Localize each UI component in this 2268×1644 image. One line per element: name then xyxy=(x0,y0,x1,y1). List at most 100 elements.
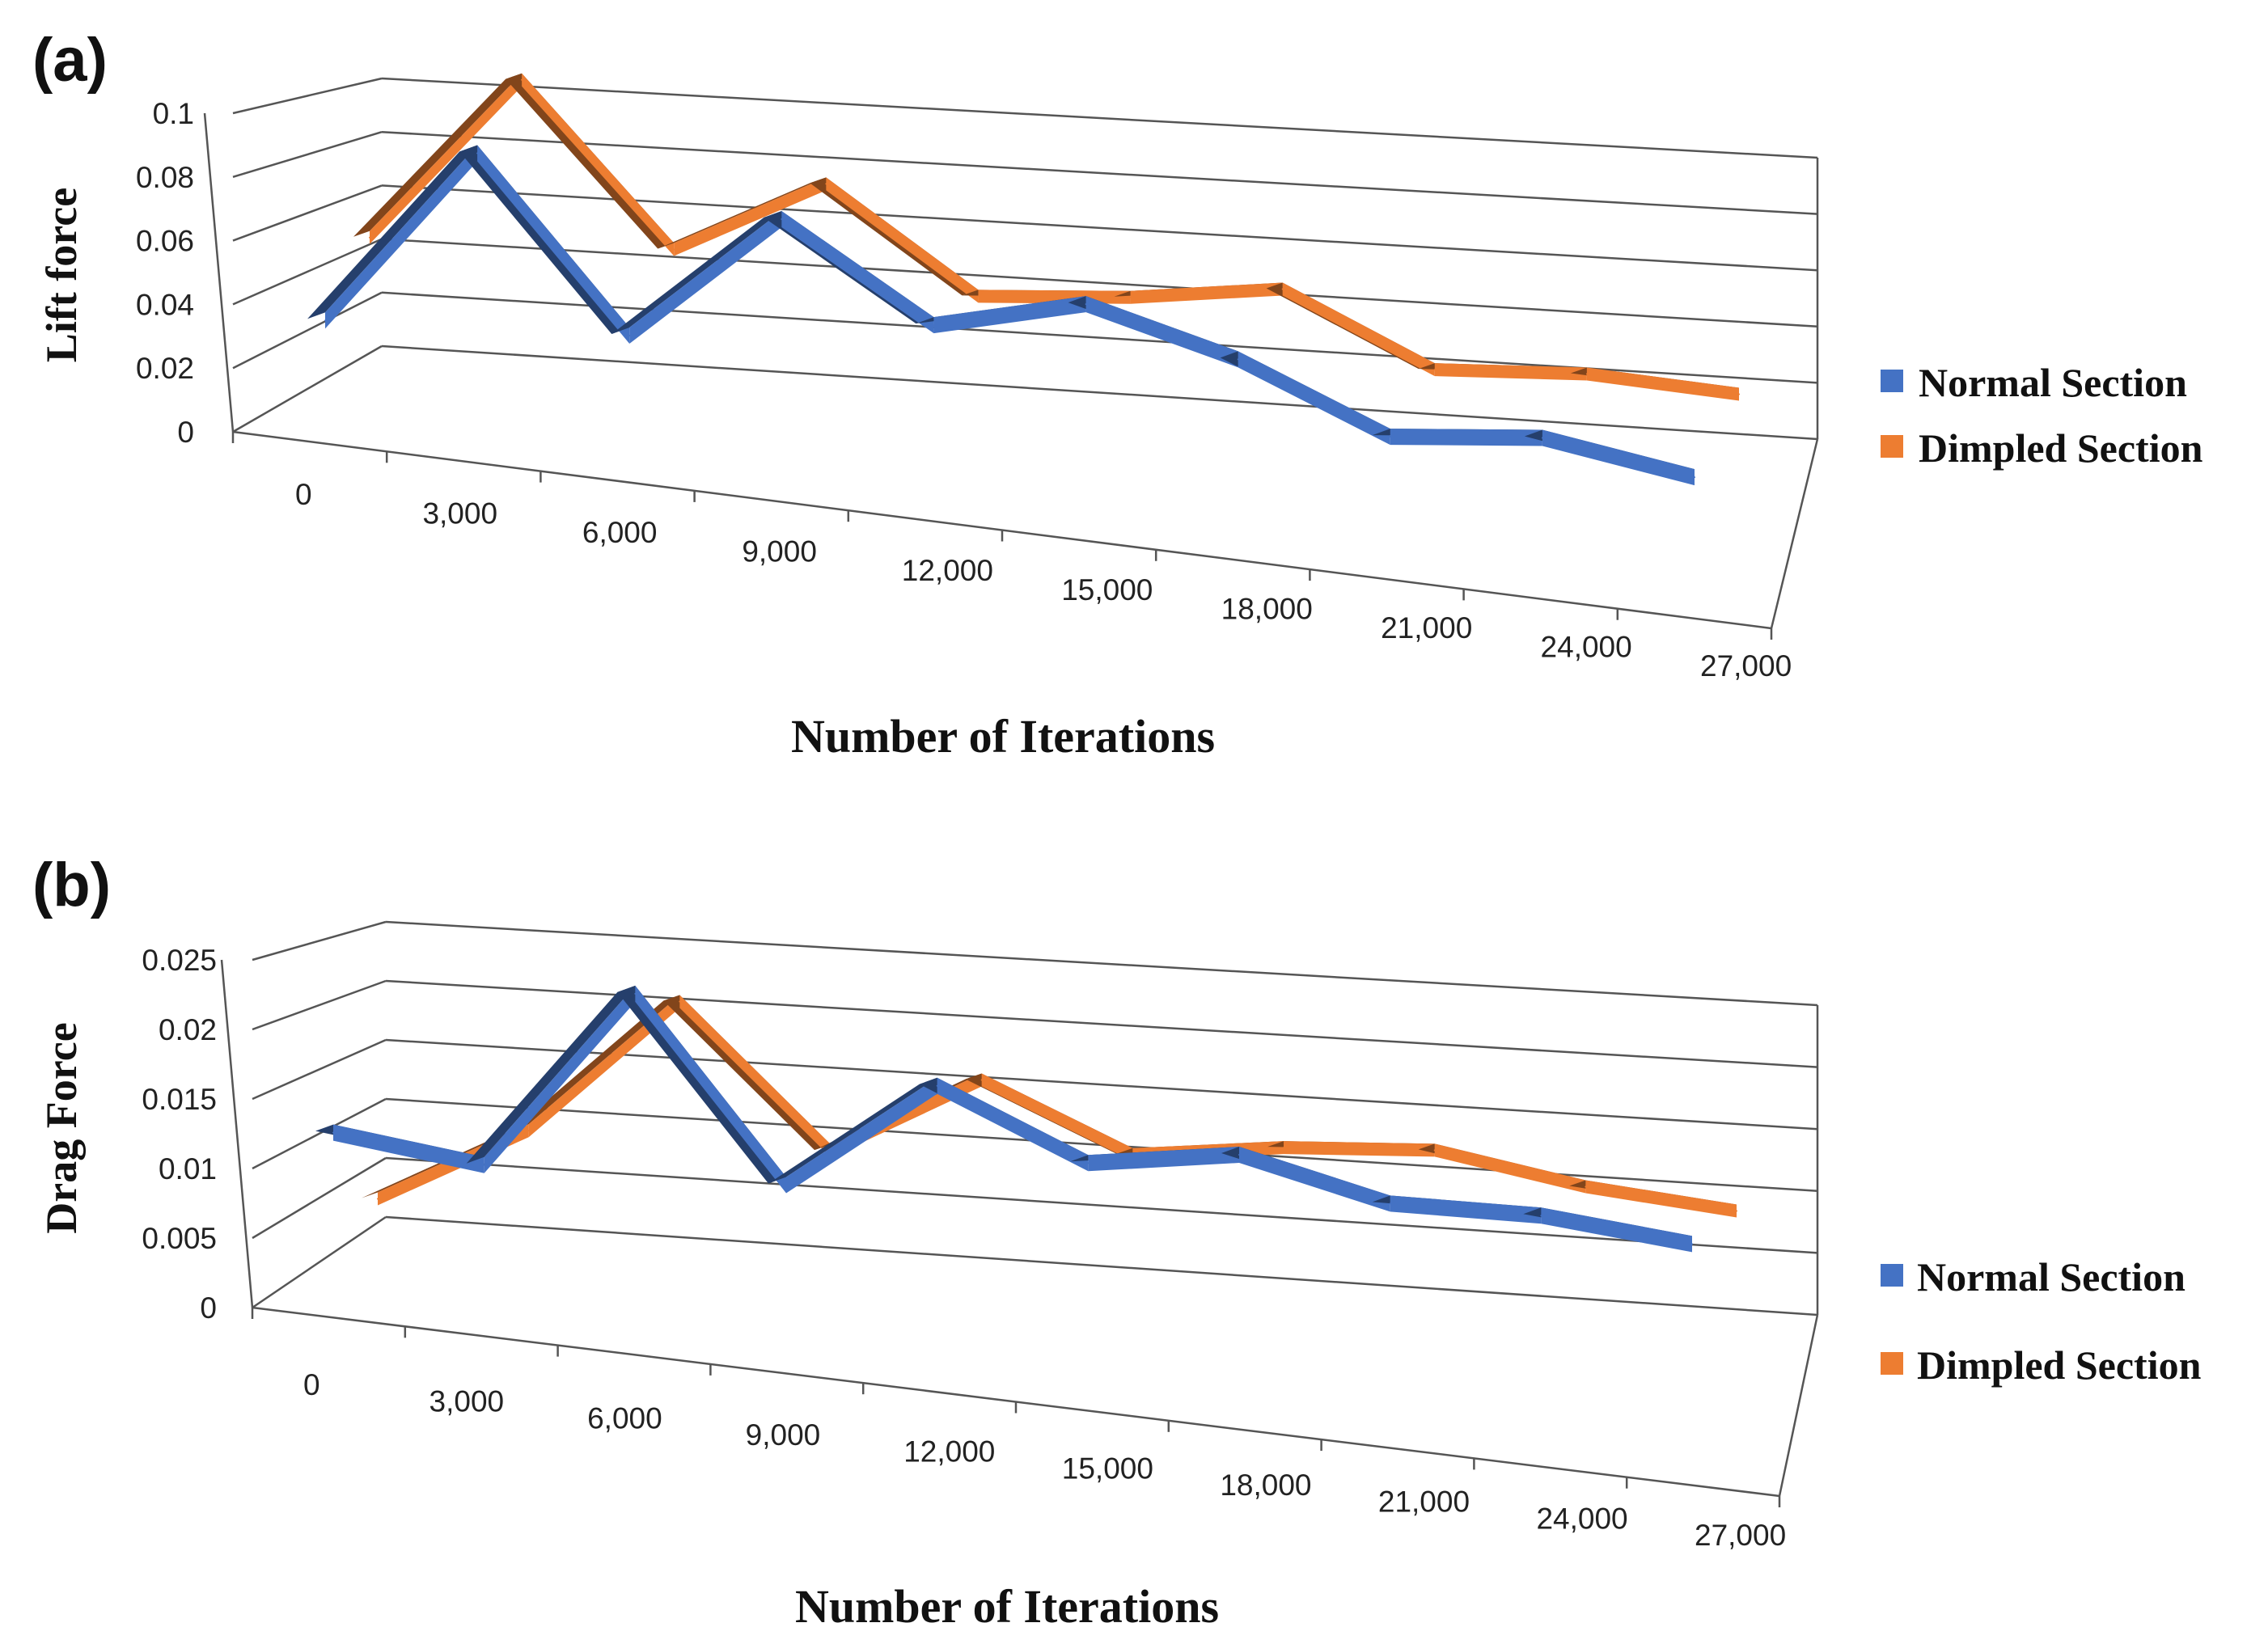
panel-a-ytick: 0.06 xyxy=(136,225,194,258)
panel-b-xtick: 21,000 xyxy=(1378,1486,1470,1519)
panel-b-ribbon-segment xyxy=(1239,1147,1390,1212)
panel-a-data-point xyxy=(1738,393,1740,395)
panel-a-ribbon-segment xyxy=(1542,429,1695,486)
panel-b-xtick: 15,000 xyxy=(1062,1452,1153,1485)
panel-a-ribbon-side xyxy=(658,177,827,249)
panel-b-data-point xyxy=(1238,1154,1240,1156)
panel-b-side-gridline xyxy=(252,1156,387,1240)
panel-a-data-point xyxy=(781,218,783,221)
panel-b-ytick: 0.01 xyxy=(159,1152,217,1185)
panel-a-ribbon-side xyxy=(611,211,782,334)
panel-b-gridline xyxy=(385,920,1818,1007)
panel-a-side-gridline xyxy=(232,131,383,178)
panel-a-ribbon-segment xyxy=(522,73,675,256)
panel-a-series-normal xyxy=(307,145,1695,486)
panel-a-side-gridline xyxy=(232,291,383,370)
panel-b-legend-swatch-normal xyxy=(1881,1264,1903,1287)
panel-a-legend-label-normal: Normal Section xyxy=(1919,360,2187,405)
panel-a-ribbon-segment xyxy=(1390,429,1542,446)
panel-b-x-axis-label: Number of Iterations xyxy=(795,1580,1219,1633)
panel-b-data-point xyxy=(1433,1149,1436,1152)
panel-b-ytick: 0.015 xyxy=(142,1083,217,1116)
panel-a-data-point xyxy=(1433,369,1436,371)
panel-b-data-point xyxy=(483,1164,485,1166)
panel-b-xtick: 0 xyxy=(303,1368,320,1401)
panel-b-data-point xyxy=(1389,1202,1391,1205)
panel-b-data-point xyxy=(377,1198,379,1200)
panel-a-series-dimpled xyxy=(353,73,1740,401)
panel-b-data-point xyxy=(527,1130,530,1132)
panel-b-floor-right-edge xyxy=(1778,1314,1819,1497)
panel-a-data-point xyxy=(1129,296,1132,298)
panel-b-gridline xyxy=(385,1215,1818,1316)
panel-b-ribbon-side xyxy=(768,1077,937,1184)
panel-b-ribbon-segment xyxy=(937,1077,1089,1172)
panel-a-ribbon-segment xyxy=(1434,363,1587,381)
panel-b-ribbon-side xyxy=(512,995,680,1131)
panel-a-ribbon-segment xyxy=(826,177,979,303)
panel-a-data-point xyxy=(1585,373,1588,375)
panel-a-ytick: 0.04 xyxy=(136,288,194,321)
panel-b-data-point xyxy=(634,992,637,995)
panel-a-legend: Normal Section Dimpled Section xyxy=(1881,360,2203,471)
panel-label-a: (a) xyxy=(32,26,108,95)
panel-a-xtick: 15,000 xyxy=(1061,573,1153,606)
panel-b-ytick: 0.005 xyxy=(142,1222,217,1255)
panel-a-data-point xyxy=(673,248,675,251)
panel-a-ribbon-segment xyxy=(1085,296,1238,368)
panel-a-side-gridline xyxy=(232,344,383,433)
panel-a-xtick: 27,000 xyxy=(1700,649,1792,683)
panel-b-data-point xyxy=(1585,1185,1587,1188)
panel-b-legend-swatch-dimpled xyxy=(1881,1352,1903,1375)
panel-a-y-axis-label: Lift force xyxy=(37,188,86,362)
panel-b-ytick: 0.025 xyxy=(142,944,217,977)
panel-b-xtick: 27,000 xyxy=(1695,1519,1786,1552)
panel-b-ribbon-segment xyxy=(679,995,831,1158)
panel-a-ytick: 0.1 xyxy=(153,97,194,130)
panel-b-ribbon-segment xyxy=(1541,1207,1692,1253)
panel-b-data-point xyxy=(980,1079,983,1081)
panel-b-ribbon-segment xyxy=(635,985,786,1194)
panel-b-ytick: 0.02 xyxy=(159,1013,217,1046)
panel-b-data-point xyxy=(936,1084,938,1087)
panel-a-data-point xyxy=(933,324,935,327)
panel-a-ribbon-segment xyxy=(781,211,934,334)
panel-a-data-point xyxy=(977,295,980,298)
panel-a-xtick: 0 xyxy=(295,478,312,511)
panel-b-side-gridline xyxy=(252,979,387,1031)
panel-a-xtick: 9,000 xyxy=(742,535,817,568)
panel-a-floor-right-edge xyxy=(1770,438,1819,629)
panel-a-y-axis-line xyxy=(203,112,235,433)
panel-a-series xyxy=(307,73,1740,486)
panel-b-ribbon-segment xyxy=(1088,1147,1239,1172)
panel-b-series-dimpled xyxy=(362,995,1737,1218)
panel-b-xtick: 18,000 xyxy=(1220,1469,1311,1502)
panel-b-y-axis-line xyxy=(220,959,254,1308)
panel-a-ytick: 0.08 xyxy=(136,161,194,194)
panel-a-xtick: 21,000 xyxy=(1381,611,1472,644)
panel-b-x-ticks: 0 3,000 6,000 9,000 12,000 15,000 18,000… xyxy=(303,1368,1786,1552)
panel-a-data-point xyxy=(369,236,370,239)
panel-a-ytick: 0.02 xyxy=(136,352,194,385)
panel-b-series-normal xyxy=(315,985,1693,1253)
panel-a-legend-swatch-normal xyxy=(1881,370,1903,392)
panel-a-legend-swatch-dimpled xyxy=(1881,435,1903,458)
panel-a-data-point xyxy=(628,334,631,336)
panel-b-data-point xyxy=(1736,1210,1737,1212)
panel-label-b: (b) xyxy=(32,851,111,919)
panel-b-xtick: 9,000 xyxy=(746,1418,821,1452)
panel-a-ribbon-segment xyxy=(674,177,827,256)
panel-b-side-gridline xyxy=(252,1097,387,1170)
panel-b-xtick: 6,000 xyxy=(587,1401,662,1435)
panel-a-legend-label-dimpled: Dimpled Section xyxy=(1919,425,2203,471)
panel-a-ribbon-segment xyxy=(1130,282,1283,304)
panel-a-data-point xyxy=(476,152,479,154)
panel-a-ribbon-side xyxy=(353,73,523,237)
panel-a-ribbon-side xyxy=(307,145,478,319)
panel-b-data-point xyxy=(1283,1147,1284,1149)
panel-a-ribbon-segment xyxy=(1586,367,1739,401)
panel-b-legend-label-dimpled: Dimpled Section xyxy=(1917,1342,2202,1388)
panel-a-side-gridline xyxy=(232,77,383,115)
